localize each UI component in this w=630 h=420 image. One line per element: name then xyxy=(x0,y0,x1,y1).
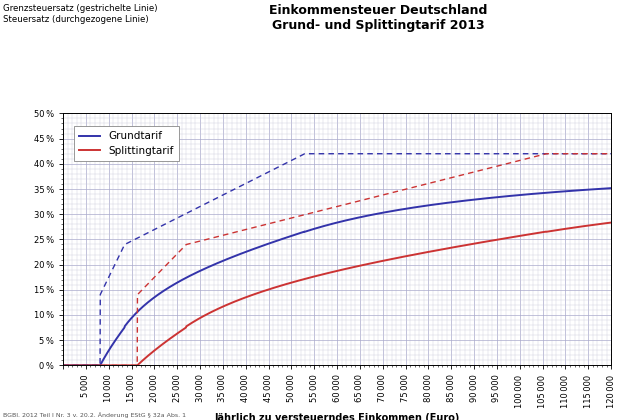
Splittingtarif xyxy=(59,363,67,368)
Grundtarif xyxy=(416,204,423,209)
Splittingtarif xyxy=(468,241,476,247)
Grundtarif xyxy=(468,197,476,202)
X-axis label: Jährlich zu versteuerndes Einkommen (Euro): Jährlich zu versteuerndes Einkommen (Eur… xyxy=(214,413,460,420)
Text: Einkommensteuer Deutschland
Grund- und Splittingtarif 2013: Einkommensteuer Deutschland Grund- und S… xyxy=(269,4,487,32)
Splittingtarif xyxy=(268,286,276,291)
Splittingtarif xyxy=(607,220,615,225)
Grundtarif xyxy=(510,193,517,198)
Grundtarif xyxy=(388,209,396,214)
Line: Splittingtarif: Splittingtarif xyxy=(63,223,611,365)
Splittingtarif xyxy=(510,234,517,239)
Splittingtarif xyxy=(159,341,166,346)
Splittingtarif xyxy=(388,257,396,262)
Text: Grenzsteuersatz (gestrichelte Linie)
Steuersatz (durchgezogene Linie): Grenzsteuersatz (gestrichelte Linie) Ste… xyxy=(3,4,158,24)
Grundtarif xyxy=(268,240,276,245)
Grundtarif xyxy=(159,289,166,294)
Grundtarif xyxy=(607,186,615,191)
Legend: Grundtarif, Splittingtarif: Grundtarif, Splittingtarif xyxy=(74,126,179,161)
Text: BGBl. 2012 Teil I Nr. 3 v. 20.2. Änderung EStG § 32a Abs. 1: BGBl. 2012 Teil I Nr. 3 v. 20.2. Änderun… xyxy=(3,412,186,418)
Line: Grundtarif: Grundtarif xyxy=(63,188,611,365)
Grundtarif xyxy=(59,363,67,368)
Splittingtarif xyxy=(416,251,423,256)
